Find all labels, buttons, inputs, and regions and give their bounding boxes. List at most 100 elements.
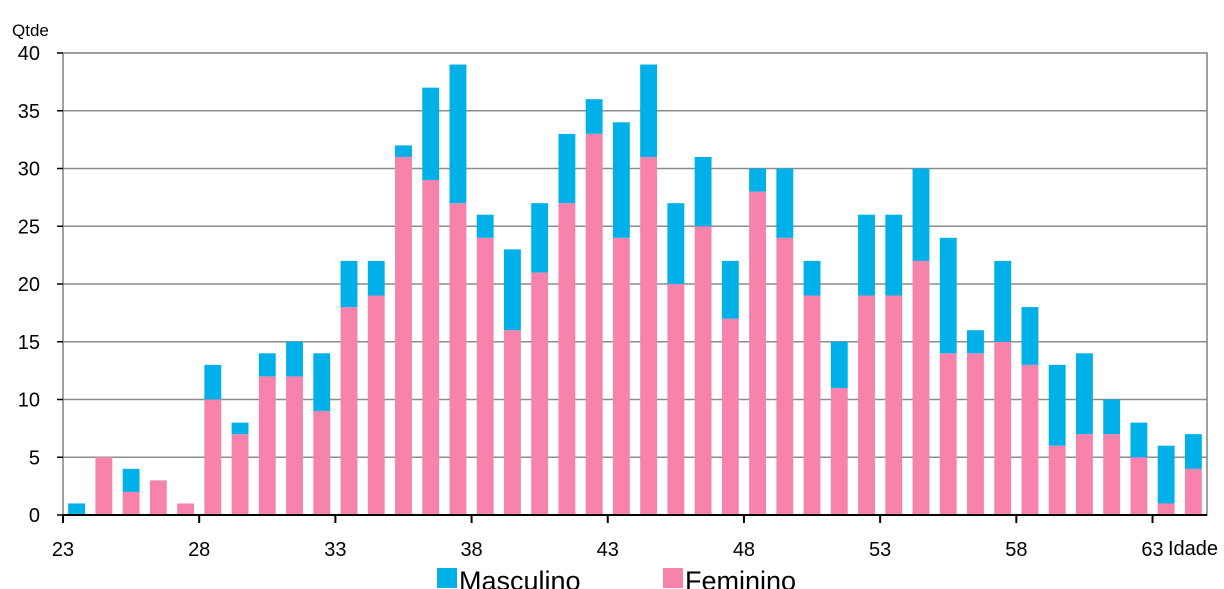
bar-masculino-43: [612, 122, 630, 238]
bar-feminino-38: [476, 237, 494, 516]
bar-feminino-27: [177, 503, 195, 515]
bar-masculino-34: [367, 260, 385, 296]
bar-masculino-30: [258, 353, 276, 377]
bar-feminino-35: [395, 156, 412, 515]
y-axis-title: Qtde: [12, 21, 49, 40]
y-tick-label-25: 25: [18, 216, 40, 238]
bar-masculino-49: [776, 168, 794, 238]
legend-label-masculino: Masculino: [459, 566, 581, 589]
bar-masculino-40: [531, 203, 549, 273]
bar-feminino-40: [531, 272, 549, 515]
bar-feminino-43: [612, 237, 630, 516]
bar-masculino-51: [830, 341, 848, 388]
bar-feminino-57: [994, 341, 1012, 515]
y-tick-label-5: 5: [29, 447, 40, 469]
bar-masculino-55: [939, 237, 957, 354]
bar-masculino-56: [967, 330, 984, 354]
y-tick-label-15: 15: [18, 332, 40, 354]
bar-masculino-37: [449, 64, 467, 204]
y-tick-label-10: 10: [18, 390, 40, 412]
bar-feminino-52: [858, 295, 875, 515]
y-axis-ticks: 0 5 10 15 20 25 30 35 40: [18, 43, 63, 527]
bar-masculino-61: [1103, 399, 1121, 435]
y-tick-label-0: 0: [29, 505, 40, 527]
bar-masculino-48: [749, 168, 767, 192]
bar-feminino-63: [1157, 503, 1175, 515]
bar-masculino-23: [68, 503, 86, 515]
bar-masculino-28: [204, 364, 222, 400]
bar-feminino-34: [367, 295, 385, 515]
x-tick-label-23: 23: [52, 539, 74, 561]
bar-feminino-62: [1130, 457, 1148, 515]
bar-masculino-39: [503, 249, 521, 331]
x-tick-label-28: 28: [188, 539, 210, 561]
legend-label-feminino: Feminino: [685, 566, 796, 589]
bar-masculino-58: [1021, 307, 1039, 365]
bar-feminino-46: [694, 226, 712, 515]
bar-masculino-54: [912, 168, 930, 261]
bar-masculino-59: [1048, 364, 1066, 446]
x-tick-label-53: 53: [869, 539, 891, 561]
bar-masculino-57: [994, 260, 1012, 342]
bar-masculino-52: [858, 214, 875, 296]
bar-masculino-42: [585, 99, 603, 134]
grid-lines: [63, 110, 1207, 458]
bar-feminino-44: [640, 156, 658, 515]
bar-feminino-24: [95, 457, 113, 515]
bar-masculino-46: [694, 156, 712, 227]
y-tick-label-20: 20: [18, 274, 40, 296]
x-axis-title: Idade: [1168, 538, 1218, 560]
x-tick-label-48: 48: [733, 539, 755, 561]
bar-feminino-50: [803, 295, 821, 515]
bar-feminino-28: [204, 399, 222, 515]
bar-feminino-47: [721, 318, 739, 515]
bar-masculino-44: [640, 64, 658, 157]
bar-masculino-25: [122, 468, 140, 492]
bar-masculino-33: [340, 260, 358, 308]
bar-feminino-39: [503, 330, 521, 515]
x-tick-label-33: 33: [324, 539, 346, 561]
x-tick-label-38: 38: [460, 539, 482, 561]
bar-feminino-33: [340, 307, 358, 515]
bar-masculino-64: [1184, 434, 1202, 469]
bar-feminino-54: [912, 260, 930, 515]
bar-feminino-58: [1021, 364, 1039, 515]
bar-masculino-36: [422, 87, 440, 181]
bar-masculino-31: [286, 341, 303, 377]
bar-feminino-25: [122, 491, 140, 515]
bar-feminino-26: [149, 480, 167, 515]
x-axis-ticks: 23 28 33 38 43 48 53 58 63: [52, 514, 1207, 561]
x-tick-label-63: 63: [1141, 539, 1163, 561]
y-tick-label-40: 40: [18, 43, 40, 65]
bar-feminino-45: [667, 284, 685, 515]
bar-feminino-48: [749, 191, 767, 515]
legend: Masculino Feminino: [437, 566, 796, 589]
bar-masculino-60: [1075, 353, 1093, 435]
bar-masculino-50: [803, 260, 821, 296]
y-tick-label-35: 35: [18, 101, 40, 123]
bar-feminino-37: [449, 203, 467, 515]
bars: [68, 64, 1202, 516]
bar-masculino-32: [313, 353, 331, 412]
bar-feminino-51: [830, 387, 848, 515]
bar-feminino-55: [939, 353, 957, 515]
bar-masculino-62: [1130, 422, 1148, 458]
bar-feminino-29: [231, 434, 249, 515]
bar-feminino-53: [885, 295, 903, 515]
bar-feminino-64: [1184, 468, 1202, 515]
bar-feminino-41: [558, 203, 576, 515]
bar-masculino-29: [231, 422, 249, 435]
bar-masculino-63: [1157, 445, 1175, 504]
bar-feminino-42: [585, 133, 603, 515]
x-tick-label-58: 58: [1005, 539, 1027, 561]
bar-feminino-49: [776, 237, 794, 516]
bar-masculino-45: [667, 203, 685, 284]
y-tick-label-30: 30: [18, 159, 40, 181]
bar-feminino-31: [286, 376, 303, 515]
bar-masculino-35: [395, 145, 412, 157]
bar-masculino-38: [476, 214, 494, 238]
bar-feminino-30: [258, 376, 276, 515]
bar-masculino-47: [721, 260, 739, 319]
